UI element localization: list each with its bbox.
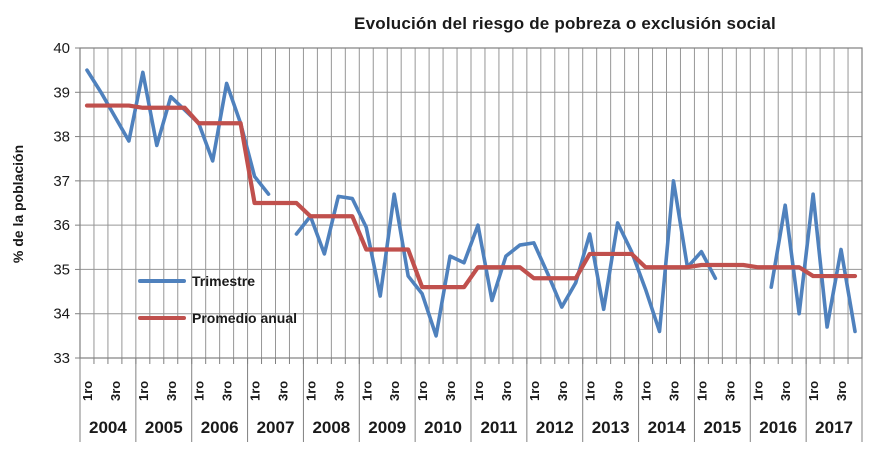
quarter-tick-label: 3ro	[499, 381, 514, 401]
y-tick-label: 36	[53, 217, 70, 234]
trimestre-line	[769, 192, 857, 334]
quarter-tick-label: 3ro	[164, 381, 179, 401]
promedio-anual-line	[84, 103, 858, 290]
quarter-tick-label: 3ro	[555, 381, 570, 401]
quarter-tick-label: 1ro	[80, 381, 95, 401]
year-label: 2014	[648, 418, 686, 437]
legend-trimestre-label: Trimestre	[192, 273, 256, 289]
quarter-tick-label: 3ro	[275, 381, 290, 401]
quarter-tick-label: 1ro	[248, 381, 263, 401]
y-axis-title: % de la población	[10, 144, 26, 264]
quarter-tick-label: 1ro	[694, 381, 709, 401]
quarter-tick-label: 3ro	[666, 381, 681, 401]
quarter-tick-label: 3ro	[778, 381, 793, 401]
y-tick-label: 38	[53, 129, 70, 146]
year-label: 2015	[703, 418, 741, 437]
quarter-tick-label: 1ro	[415, 381, 430, 401]
year-label: 2010	[424, 418, 462, 437]
trimestre-line	[85, 68, 271, 196]
quarter-tick-label: 3ro	[611, 381, 626, 401]
year-label: 2009	[368, 418, 406, 437]
quarter-tick-label: 1ro	[583, 381, 598, 401]
legend-item-promedio: Promedio anual	[138, 305, 297, 331]
quarter-tick-label: 1ro	[359, 381, 374, 401]
year-label: 2017	[815, 418, 853, 437]
legend-promedio-label: Promedio anual	[192, 310, 298, 326]
quarter-tick-label: 3ro	[108, 381, 123, 401]
year-label: 2007	[257, 418, 295, 437]
year-label: 2004	[89, 418, 127, 437]
year-label: 2006	[201, 418, 239, 437]
quarter-tick-label: 1ro	[136, 381, 151, 401]
year-label: 2005	[145, 418, 183, 437]
quarter-tick-label: 1ro	[192, 381, 207, 401]
quarter-tick-label: 3ro	[331, 381, 346, 401]
year-label: 2013	[592, 418, 630, 437]
quarter-tick-label: 1ro	[750, 381, 765, 401]
y-tick-label: 33	[53, 350, 70, 367]
quarter-tick-label: 3ro	[722, 381, 737, 401]
quarter-tick-label: 1ro	[303, 381, 318, 401]
quarter-tick-label: 1ro	[471, 381, 486, 401]
y-tick-label: 35	[53, 261, 70, 278]
quarter-tick-label: 3ro	[443, 381, 458, 401]
quarter-tick-label: 3ro	[387, 381, 402, 401]
y-tick-label: 34	[53, 306, 70, 323]
trimestre-line-swatch	[138, 279, 186, 283]
quarter-tick-label: 1ro	[806, 381, 821, 401]
chart-title: Evolución del riesgo de pobreza o exclus…	[354, 14, 776, 33]
quarter-tick-label: 1ro	[639, 381, 654, 401]
trimestre-line	[294, 179, 718, 338]
y-tick-label: 37	[53, 173, 70, 190]
year-label: 2012	[536, 418, 574, 437]
year-label: 2016	[759, 418, 797, 437]
quarter-tick-label: 1ro	[527, 381, 542, 401]
legend-item-trimestre: Trimestre	[138, 268, 297, 294]
year-label: 2011	[480, 418, 517, 437]
year-label: 2008	[312, 418, 350, 437]
y-tick-label: 39	[53, 84, 70, 101]
promedio-anual-line-swatch	[138, 316, 186, 320]
y-tick-label: 40	[53, 40, 70, 57]
quarter-tick-label: 3ro	[834, 381, 849, 401]
legend: Trimestre Promedio anual	[138, 268, 297, 342]
quarter-tick-label: 3ro	[220, 381, 235, 401]
